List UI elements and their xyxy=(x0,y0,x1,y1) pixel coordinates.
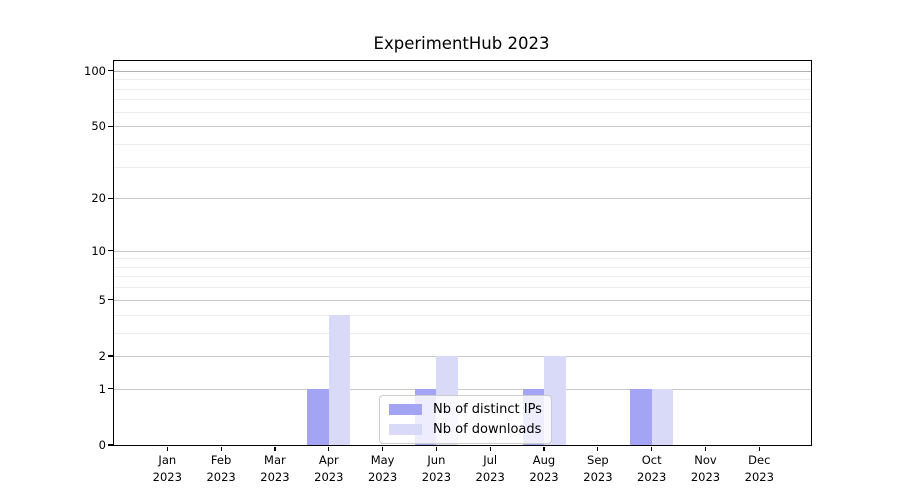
legend: Nb of distinct IPs Nb of downloads xyxy=(379,395,552,444)
y-tick-mark xyxy=(108,355,113,357)
y-tick-mark xyxy=(108,388,113,390)
major-gridline xyxy=(114,198,811,200)
x-tick-mark xyxy=(274,446,276,451)
y-tick-mark xyxy=(108,299,113,301)
minor-gridline xyxy=(114,111,811,113)
minor-gridline xyxy=(114,332,811,334)
legend-row: Nb of distinct IPs xyxy=(389,401,542,417)
plot-area: Nb of distinct IPs Nb of downloads 0 1 2 5 1… xyxy=(84,60,812,484)
x-tick-mark xyxy=(220,446,222,451)
x-tick-label: May 2023 xyxy=(367,453,398,484)
x-tick-mark xyxy=(435,446,438,451)
x-tick-mark xyxy=(597,446,599,451)
x-tick-label: Jan 2023 xyxy=(152,453,182,484)
y-tick-label: 1 xyxy=(98,381,106,396)
x-tick-mark xyxy=(166,446,168,451)
x-tick-label: Apr 2023 xyxy=(314,453,344,484)
legend-label: Nb of downloads xyxy=(433,421,542,437)
bar-distinct-ips xyxy=(307,388,329,445)
x-tick-label: Aug 2023 xyxy=(529,453,559,484)
minor-gridline xyxy=(114,287,811,289)
x-tick-mark xyxy=(381,446,384,451)
bar-distinct-ips xyxy=(630,388,652,445)
minor-gridline xyxy=(114,143,811,145)
x-tick-label: Feb 2023 xyxy=(206,453,236,484)
chart-title: ExperimentHub 2023 xyxy=(373,34,550,53)
x-tick-label: Jun 2023 xyxy=(421,453,452,484)
x-tick-mark xyxy=(489,446,491,451)
x-tick-mark xyxy=(543,446,545,451)
bar-downloads xyxy=(328,314,351,445)
x-tick-mark xyxy=(651,446,653,451)
x-tick-label: Nov 2023 xyxy=(690,453,721,484)
y-tick-mark xyxy=(108,125,113,127)
y-tick-label: 100 xyxy=(84,63,106,78)
major-gridline xyxy=(114,355,811,357)
major-gridline xyxy=(114,388,811,390)
legend-swatch-distinct-ips xyxy=(389,403,422,415)
y-tick-mark xyxy=(108,444,113,446)
y-tick-label: 20 xyxy=(91,191,106,206)
y-tick-label: 5 xyxy=(98,292,106,307)
minor-gridline xyxy=(114,99,811,101)
minor-gridline xyxy=(114,166,811,168)
minor-gridline xyxy=(114,258,811,260)
y-tick-label: 50 xyxy=(91,119,106,134)
y-tick-label: 10 xyxy=(91,243,106,258)
x-tick-label: Mar 2023 xyxy=(260,453,290,484)
x-tick-label: Sep 2023 xyxy=(583,453,613,484)
y-tick-label: 0 xyxy=(98,438,106,452)
x-tick-mark xyxy=(704,446,707,451)
major-gridline xyxy=(114,299,811,301)
y-tick-mark xyxy=(108,197,113,199)
y-tick-label: 2 xyxy=(98,348,106,363)
major-gridline xyxy=(114,250,811,252)
legend-label: Nb of distinct IPs xyxy=(433,401,542,417)
x-tick-mark xyxy=(328,446,330,451)
legend-swatch-downloads xyxy=(389,423,422,435)
x-tick-label: Jul 2023 xyxy=(475,453,505,484)
major-gridline xyxy=(114,70,811,72)
minor-gridline xyxy=(114,314,811,316)
minor-gridline xyxy=(114,79,811,81)
x-tick-label: Dec 2023 xyxy=(744,453,774,484)
minor-gridline xyxy=(114,88,811,90)
x-tick-label: Oct 2023 xyxy=(637,453,667,484)
bar-downloads xyxy=(651,388,674,445)
y-tick-mark xyxy=(108,250,113,252)
major-gridline xyxy=(114,126,811,128)
legend-row: Nb of downloads xyxy=(389,421,542,437)
x-tick-mark xyxy=(758,446,760,451)
minor-gridline xyxy=(114,266,811,268)
minor-gridline xyxy=(114,276,811,278)
y-tick-mark xyxy=(108,70,113,72)
